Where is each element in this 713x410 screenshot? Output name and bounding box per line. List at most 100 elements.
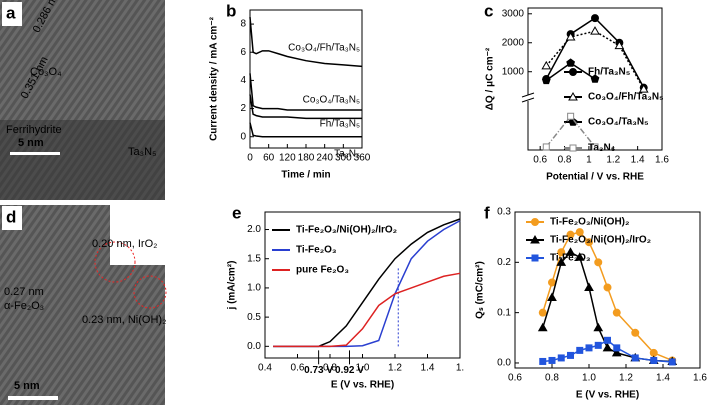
image-label: α-Fe₂O₃ [4,300,44,312]
x-axis-label: E (V vs. RHE) [331,380,394,391]
legend-label: Co₃O₄/Ta₃N₅ [588,117,649,128]
marker [548,356,556,364]
legend-label: Co₃O₄/Ta₃N₅ [303,95,360,106]
legend-label: Fh/Ta₃N₅ [588,67,631,78]
x-tick-label: 1.4 [656,373,670,384]
marker [576,346,584,354]
marker [631,354,639,362]
x-axis-label: Time / min [281,170,330,181]
series-line [273,272,461,348]
annotation: 0.73 V [304,365,333,376]
marker [649,348,658,357]
scale-bar [10,152,60,155]
x-axis-label: Potential / V vs. RHE [546,172,644,183]
marker [539,357,547,365]
x-tick-label: 0.8 [323,363,337,374]
axis-break [521,97,535,103]
marker [612,308,621,317]
panel-label-bg [2,2,22,26]
marker [556,257,567,266]
series-line [542,231,673,362]
marker [638,84,649,93]
x-tick-label: 1.6 [693,373,707,384]
x-tick-label: 240 [316,153,333,164]
x-tick-label: 1.6 [655,155,669,166]
panel-label: b [226,1,236,20]
panel-label: d [6,207,16,226]
x-tick-label: 0 [247,153,253,164]
series-line [273,220,461,348]
marker [541,60,552,70]
x-tick-label: 0.4 [258,363,272,374]
legend-label: Ta₃N₅ [334,149,360,160]
legend-marker [530,234,540,244]
x-tick-label: 0.8 [545,373,559,384]
legend-label: Co₃O₄/Fh/Ta₃N₅ [288,43,360,54]
marker [565,247,576,256]
legend-label: Co₃O₄/Fh/Ta₃N₅ [588,92,664,103]
marker [565,31,576,41]
y-tick-label: 0.2 [497,257,511,268]
x-tick-label: 60 [263,153,275,164]
series-line [249,122,362,138]
image-label: Ta₃N₅ [128,146,156,158]
y-tick-label: 1000 [502,66,525,77]
legend-marker [569,144,577,152]
x-tick-label: 1 [586,155,592,166]
marker [650,356,658,364]
panel-label-bg [2,206,22,230]
marker [584,282,594,291]
marker [575,228,584,237]
y-tick-label: 3000 [502,8,525,19]
marker [593,322,604,332]
marker [542,143,550,151]
panel-label: c [484,1,493,20]
y-tick-label: 0.3 [497,207,511,218]
panel-label: f [484,203,490,222]
y-tick-label: 1.5 [247,253,261,264]
y-axis-label: j (mA/cm²) [227,261,238,311]
marker [611,347,622,357]
marker [631,328,640,337]
legend-label: Ti-Fe₂O₃ [550,253,591,264]
x-tick-label: 0.6 [533,155,547,166]
legend-label: pure Fe₂O₃ [296,265,349,276]
marker [541,75,551,85]
y-tick-label: 4 [240,75,246,86]
x-tick-label: 0.8 [558,155,572,166]
legend-label: Fh/Ta₃N₅ [320,119,360,130]
y-tick-label: 2.0 [247,224,261,235]
y-tick-label: 0.1 [497,307,511,318]
marker [566,230,575,239]
series-line [545,115,596,148]
y-tick-label: 6 [240,47,246,58]
marker [603,283,612,292]
marker [602,342,613,352]
panel-label: e [232,203,241,222]
y-tick-label: 1.0 [247,283,261,294]
x-tick-label: 1.0 [582,373,596,384]
image-label: Ferrihydrite [6,124,62,136]
outline [133,275,167,309]
panel-label: a [6,3,16,22]
marker [537,322,548,332]
marker [547,292,557,302]
marker [591,14,599,23]
y-axis-label: Qₛ (mC/cm²) [475,261,486,319]
outline [94,241,136,283]
series-line [545,30,645,90]
y-tick-label: 0 [240,131,246,142]
marker [574,252,585,261]
x-tick-label: 1.0 [356,363,370,374]
x-tick-label: 0.6 [508,373,522,384]
legend-label: Ti-Fe₂O₃/Ni(OH)₂/IrO₂ [296,225,397,236]
marker [585,238,593,247]
legend-marker [531,218,539,226]
scale-bar [8,396,58,400]
x-tick-label: 1.4 [631,155,645,166]
x-tick-label: 1.2 [619,373,633,384]
x-tick-label: 360 [354,153,371,164]
marker [566,58,576,67]
marker [590,74,600,83]
